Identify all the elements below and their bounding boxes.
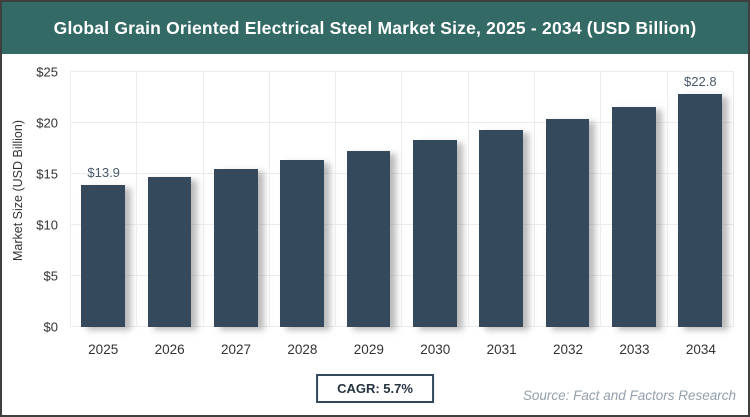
y-tick-label: $10 [36, 217, 58, 233]
bar-column [335, 72, 401, 327]
bar-column [534, 72, 600, 327]
bar-column [136, 72, 202, 327]
bar-value-label: $13.9 [87, 165, 120, 181]
chart-title: Global Grain Oriented Electrical Steel M… [53, 17, 697, 38]
gridline [70, 71, 734, 72]
bar-column: $13.9 [70, 72, 136, 327]
y-tick-label: $0 [43, 319, 58, 335]
plot-area: $13.9 $22.8 [70, 71, 734, 327]
x-tick-label: 2029 [353, 342, 384, 357]
bar-2032 [545, 118, 590, 327]
bar-column [467, 72, 534, 327]
cagr-badge: CAGR: 5.7% [316, 374, 434, 403]
bar-columns: $13.9 $22.8 [70, 72, 734, 327]
x-tick-label: 2034 [685, 342, 716, 357]
bar-2030 [412, 140, 457, 327]
x-tick-label: 2028 [287, 342, 318, 357]
bar-column [202, 72, 269, 327]
y-tick-label: $5 [43, 268, 58, 284]
x-axis-labels: 2025 2026 2027 2028 2029 2030 2031 2032 2033 2034 [70, 342, 734, 357]
x-tick-label: 2031 [486, 342, 517, 357]
bar-2028 [280, 159, 325, 327]
bar-2033 [611, 106, 656, 327]
bar-2025 [81, 185, 126, 327]
bar-2034 [678, 94, 722, 327]
x-tick-label: 2027 [220, 342, 252, 357]
chart-title-bar: Global Grain Oriented Electrical Steel M… [2, 2, 748, 54]
chart-area: Market Size (USD Billion) $0 $5 $10 $15 $20 $… [2, 54, 748, 365]
bar-2031 [479, 130, 523, 327]
y-tick-label: $25 [36, 64, 58, 80]
bar-column [600, 72, 666, 327]
bar-column [268, 72, 335, 327]
bar-2027 [214, 168, 258, 327]
bar-column: $22.8 [666, 72, 734, 327]
footer: CAGR: 5.7% Source: Fact and Factors Rese… [2, 365, 748, 413]
bar-2029 [346, 150, 391, 327]
source-credit: Source: Fact and Factors Research [522, 388, 736, 403]
x-tick-label: 2032 [553, 342, 584, 357]
bar-value-label: $22.8 [684, 74, 717, 90]
x-tick-label: 2025 [88, 342, 119, 357]
x-tick-label: 2026 [154, 342, 185, 357]
y-tick-label: $15 [36, 166, 58, 182]
y-tick-label: $20 [36, 115, 58, 131]
bar-2026 [147, 177, 192, 327]
y-axis-ticks: $0 $5 $10 $15 $20 $25 [2, 65, 62, 335]
x-tick-label: 2033 [619, 342, 650, 357]
x-tick-label: 2030 [420, 342, 451, 357]
bar-column [401, 72, 467, 327]
